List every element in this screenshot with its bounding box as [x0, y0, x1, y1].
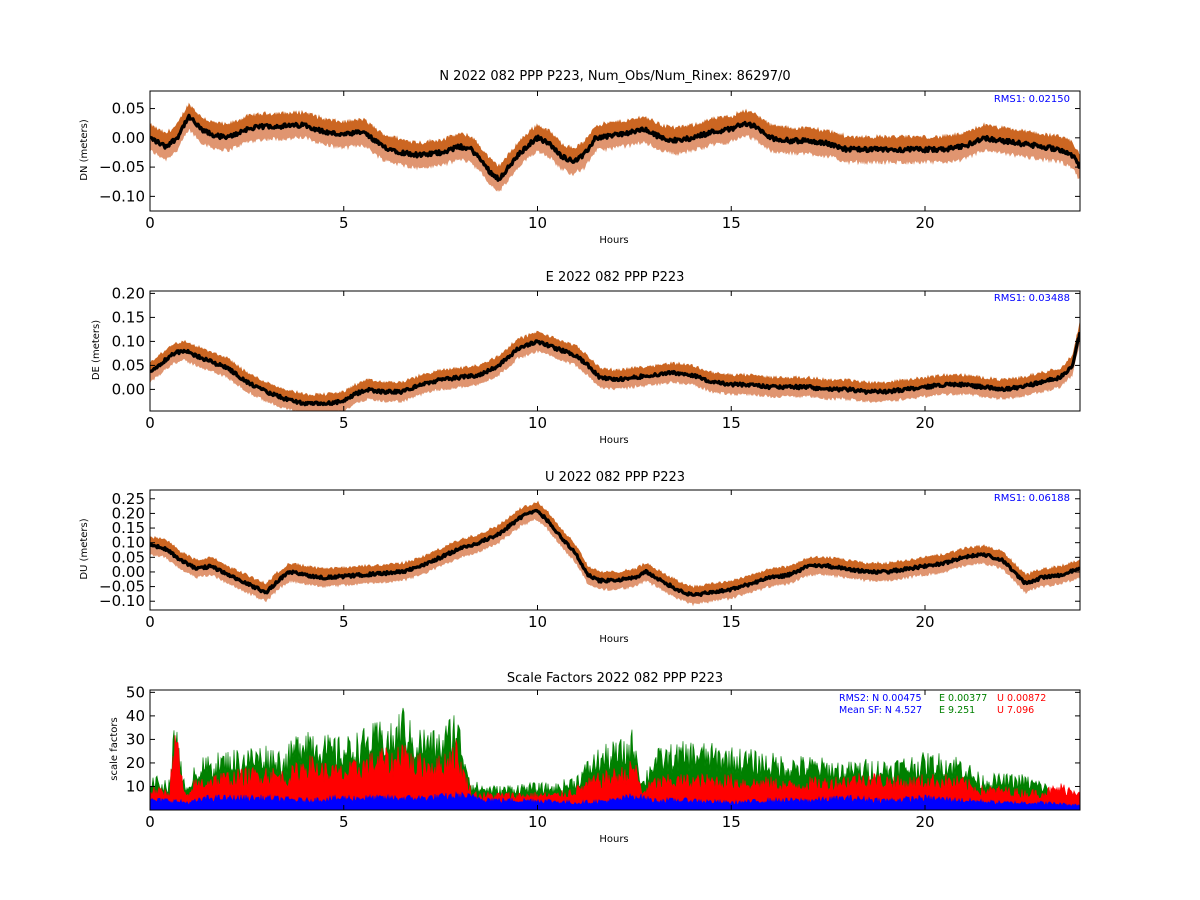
panel-up-rms: RMS1: 0.06188 — [994, 493, 1070, 504]
y-tick-label: −0.05 — [99, 578, 145, 596]
x-tick-label: 10 — [528, 613, 547, 631]
x-tick-label: 15 — [722, 214, 741, 232]
y-tick-label: −0.10 — [99, 592, 145, 610]
x-tick-label: 5 — [339, 813, 349, 831]
x-tick-label: 10 — [528, 813, 547, 831]
y-tick-label: 0.00 — [112, 563, 145, 581]
y-tick-label: 10 — [126, 777, 145, 795]
rms2-e: E 0.00377 — [939, 693, 987, 704]
series-line — [150, 331, 1080, 407]
panel-east: E 2022 082 PPP P223 DE (meters) Hours RM… — [91, 270, 1081, 446]
y-tick-label: 0.20 — [112, 284, 145, 302]
x-tick-label: 15 — [722, 414, 741, 432]
x-tick-label: 20 — [915, 813, 934, 831]
panel-up: U 2022 082 PPP P223 DU (meters) Hours RM… — [79, 470, 1081, 645]
y-tick-label: 0.15 — [112, 519, 145, 537]
y-tick-label: 30 — [126, 730, 145, 748]
axes-frame — [149, 489, 1081, 611]
x-tick-label: 10 — [528, 214, 547, 232]
y-tick-label: 0.15 — [112, 308, 145, 326]
axes-frame — [149, 290, 1081, 412]
y-tick-label: 0.25 — [112, 490, 145, 508]
x-tick-label: 15 — [722, 613, 741, 631]
plot-area — [150, 321, 1080, 411]
series-line — [150, 508, 1080, 597]
x-tick-label: 0 — [145, 613, 155, 631]
plot-area — [150, 707, 1080, 810]
series-area-n — [150, 791, 1080, 810]
panel-north-rms: RMS1: 0.02150 — [994, 94, 1070, 105]
panel-up-title: U 2022 082 PPP P223 — [545, 470, 685, 485]
x-tick-label: 20 — [915, 414, 934, 432]
y-tick-label: 0.05 — [112, 100, 145, 118]
x-tick-label: 5 — [339, 414, 349, 432]
y-tick-label: 0.00 — [112, 380, 145, 398]
panel-north: N 2022 082 PPP P223, Num_Obs/Num_Rinex: … — [79, 69, 1081, 246]
panel-scale-ylabel: scale factors — [109, 717, 120, 780]
panel-east-rms: RMS1: 0.03488 — [994, 293, 1070, 304]
panel-up-ylabel: DU (meters) — [79, 518, 90, 579]
axes-frame — [149, 90, 1081, 212]
series-line — [150, 113, 1080, 182]
panel-scale-factors: Scale Factors 2022 082 PPP P223 scale fa… — [109, 671, 1081, 845]
panel-scale-title: Scale Factors 2022 082 PPP P223 — [507, 671, 723, 686]
y-tick-label: 40 — [126, 707, 145, 725]
panel-up-xlabel: Hours — [599, 634, 628, 645]
mean-sf-n: Mean SF: N 4.527 — [839, 705, 922, 716]
y-tick-label: −0.10 — [99, 187, 145, 205]
x-tick-label: 15 — [722, 813, 741, 831]
panel-east-ylabel: DE (meters) — [91, 320, 102, 380]
panel-north-title: N 2022 082 PPP P223, Num_Obs/Num_Rinex: … — [439, 69, 790, 84]
panel-east-xlabel: Hours — [599, 435, 628, 446]
plot-area — [150, 102, 1080, 192]
x-tick-label: 20 — [915, 214, 934, 232]
plot-area — [150, 500, 1080, 607]
y-tick-label: 0.20 — [112, 504, 145, 522]
y-tick-label: 0.00 — [112, 129, 145, 147]
panel-east-title: E 2022 082 PPP P223 — [546, 270, 685, 285]
x-tick-label: 5 — [339, 214, 349, 232]
panel-scale-xlabel: Hours — [599, 834, 628, 845]
x-tick-label: 0 — [145, 214, 155, 232]
panel-north-xlabel: Hours — [599, 235, 628, 246]
y-tick-label: 0.05 — [112, 356, 145, 374]
y-tick-label: 20 — [126, 754, 145, 772]
x-tick-label: 20 — [915, 613, 934, 631]
y-tick-label: 0.10 — [112, 534, 145, 552]
x-tick-label: 0 — [145, 414, 155, 432]
x-tick-label: 5 — [339, 613, 349, 631]
y-tick-label: 0.05 — [112, 548, 145, 566]
y-tick-label: 50 — [126, 683, 145, 701]
rms2-u: U 0.00872 — [997, 693, 1046, 704]
axes-frame — [149, 689, 1081, 811]
rms2-n: RMS2: N 0.00475 — [839, 693, 922, 704]
x-tick-label: 0 — [145, 813, 155, 831]
series-area-u — [150, 735, 1080, 810]
mean-sf-e: E 9.251 — [939, 705, 975, 716]
panel-north-ylabel: DN (meters) — [79, 119, 90, 181]
mean-sf-u: U 7.096 — [997, 705, 1034, 716]
y-tick-label: −0.05 — [99, 158, 145, 176]
y-tick-label: 0.10 — [112, 332, 145, 350]
x-tick-label: 10 — [528, 414, 547, 432]
